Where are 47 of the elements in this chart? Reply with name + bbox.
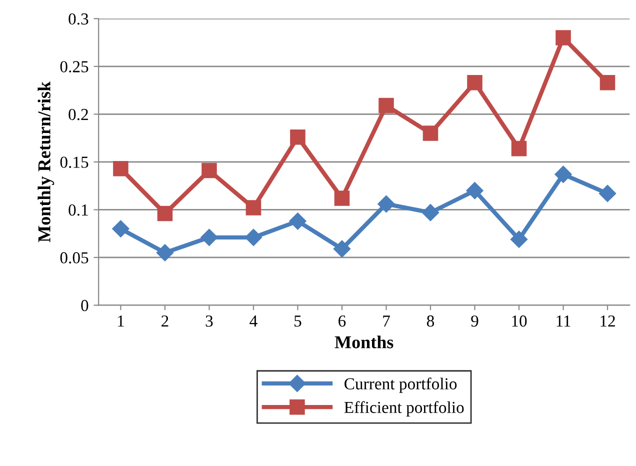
x-tick-label: 8	[426, 315, 434, 327]
point	[466, 182, 484, 200]
point	[554, 166, 572, 183]
y-tick-label: 0.3	[68, 13, 88, 25]
y-tick-label: 0.05	[60, 252, 88, 264]
x-tick-label: 10	[512, 315, 527, 327]
x-tick-label: 6	[338, 315, 346, 327]
point	[202, 162, 217, 178]
y-tick-label: 0.15	[60, 156, 88, 168]
point	[246, 200, 262, 216]
point	[511, 140, 527, 156]
point	[289, 212, 306, 230]
point	[333, 240, 351, 258]
point	[467, 75, 482, 90]
point	[113, 160, 128, 176]
point	[510, 230, 528, 248]
x-tick-label: 1	[118, 316, 124, 327]
x-tick-label: 7	[383, 316, 390, 327]
y-tick-label: 0	[81, 300, 88, 312]
point	[422, 204, 440, 222]
point	[334, 190, 350, 206]
x-tick-label: 2	[162, 315, 168, 327]
point	[157, 206, 173, 222]
point	[598, 184, 616, 202]
y-tick-label: 0.1	[68, 204, 88, 216]
x-axis-title: Months	[334, 336, 394, 348]
x-tick-label: 11	[556, 316, 570, 327]
y-axis-title: Monthly Return/risk	[38, 81, 54, 242]
point	[112, 220, 130, 238]
x-tick-label: 5	[294, 316, 302, 327]
point	[200, 228, 218, 246]
point	[422, 126, 438, 141]
x-tick-label: 9	[471, 315, 478, 327]
point	[156, 244, 174, 262]
y-tick-label: 0.25	[60, 61, 88, 72]
x-tick-label: 3	[206, 315, 213, 327]
legend-label: Current portfolio	[344, 378, 457, 393]
point	[378, 195, 395, 213]
point	[378, 98, 394, 114]
point	[600, 75, 616, 90]
legend-label: Efficient portfolio	[344, 401, 464, 416]
point	[556, 30, 571, 46]
x-tick-label: 12	[600, 315, 615, 327]
point	[244, 228, 262, 246]
point	[290, 129, 306, 145]
y-tick-label: 0.2	[68, 108, 88, 120]
x-tick-label: 4	[250, 316, 258, 327]
